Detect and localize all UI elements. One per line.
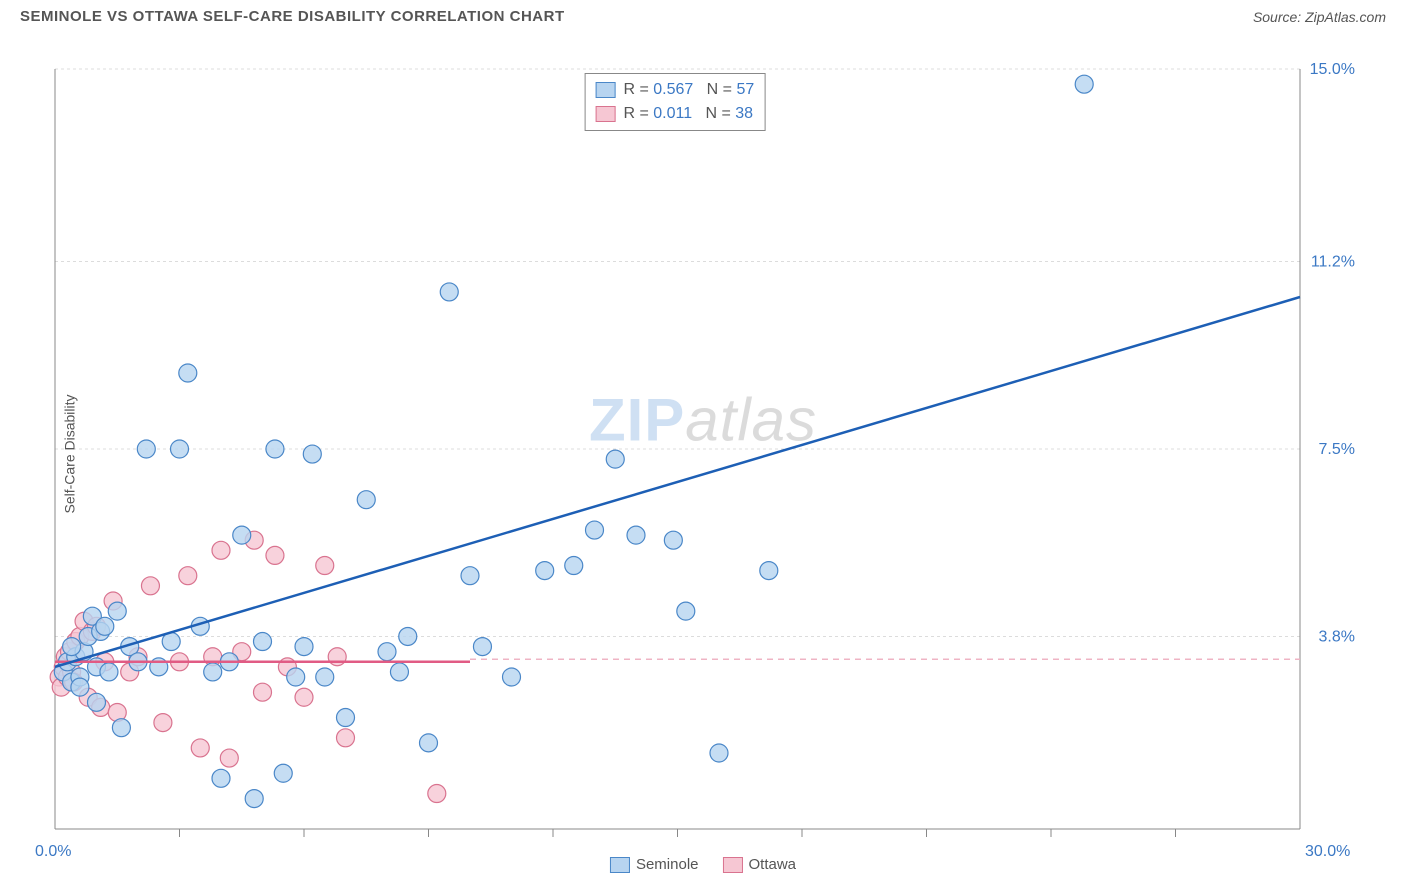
x-axis-start: 0.0%: [35, 843, 71, 861]
legend-item: Seminole: [610, 856, 699, 873]
series-legend: Seminole Ottawa: [610, 856, 796, 873]
legend-label: Seminole: [636, 856, 699, 873]
legend-swatch: [610, 857, 630, 873]
svg-text:15.0%: 15.0%: [1310, 61, 1355, 78]
legend-swatch: [595, 82, 615, 98]
svg-text:3.8%: 3.8%: [1319, 628, 1355, 645]
svg-text:7.5%: 7.5%: [1319, 441, 1355, 458]
stats-legend-row: R = 0.011 N = 38: [595, 102, 754, 126]
stats-legend: R = 0.567 N = 57R = 0.011 N = 38: [584, 73, 765, 131]
legend-item: Ottawa: [723, 856, 797, 873]
scatter-chart: 3.8% 7.5% 11.2% 15.0%: [0, 29, 1406, 859]
chart-area: Self-Care Disability 3.8%7.5%11.2%15.0% …: [0, 29, 1406, 879]
stats-legend-row: R = 0.567 N = 57: [595, 78, 754, 102]
y-axis-label: Self-Care Disability: [62, 394, 78, 513]
legend-swatch: [723, 857, 743, 873]
legend-swatch: [595, 106, 615, 122]
x-axis-end: 30.0%: [1305, 843, 1350, 861]
legend-label: Ottawa: [749, 856, 797, 873]
svg-text:11.2%: 11.2%: [1311, 254, 1355, 271]
chart-title: SEMINOLE VS OTTAWA SELF-CARE DISABILITY …: [20, 8, 565, 25]
chart-source: Source: ZipAtlas.com: [1253, 9, 1386, 25]
